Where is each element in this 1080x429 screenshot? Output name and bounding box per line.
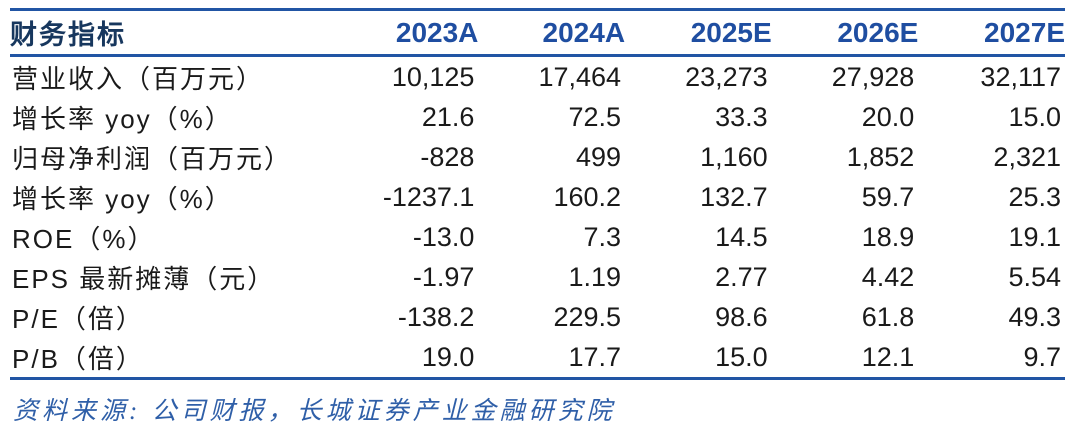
metric-value: 33.3: [715, 101, 768, 132]
metric-label: 增长率 yoy（%）: [12, 183, 233, 214]
metric-value: 12.1: [861, 341, 915, 372]
financial-metrics-table: 财务指标 2023A 2024A 2025E 2026E 2027E 营业收入（百万元）…: [10, 8, 1065, 380]
metric-value: -828: [420, 141, 475, 172]
table-row: ROE（%） -13.0 7.3 14.5 18.9 19.1: [10, 217, 1065, 257]
metric-value: 98.6: [715, 301, 768, 332]
metric-value: 18.9: [861, 221, 915, 252]
source-note: 资料来源: 公司财报，长城证券产业金融研究院: [13, 398, 616, 425]
metric-value: 27,928: [831, 61, 915, 92]
header-row: 财务指标 2023A 2024A 2025E 2026E 2027E: [10, 9, 1065, 57]
metric-value: 2,321: [993, 141, 1061, 172]
metric-value: 1.19: [568, 261, 622, 292]
metric-value: 23,273: [685, 61, 768, 92]
metric-value: 32,117: [980, 61, 1061, 92]
metric-value: -13.0: [412, 221, 475, 252]
metric-value: 17,464: [538, 61, 622, 92]
metric-value: 4.42: [861, 261, 915, 292]
metric-value: 19.0: [421, 341, 475, 372]
metric-label: 营业收入（百万元）: [12, 63, 265, 94]
metric-value: 19.1: [1008, 221, 1061, 252]
metric-value: -1237.1: [382, 181, 475, 212]
header-cell-year: 2023A: [331, 9, 479, 57]
metric-value: 25.3: [1008, 181, 1061, 212]
metric-value: 499: [575, 141, 622, 172]
metric-label: 归母净利润（百万元）: [12, 143, 293, 174]
metric-value: 20.0: [861, 101, 915, 132]
header-cell-year: 2026E: [771, 9, 919, 57]
table-row: P/E（倍） -138.2 229.5 98.6 61.8 49.3: [10, 297, 1065, 337]
metric-value: -1.97: [412, 261, 475, 292]
metric-value: 17.7: [568, 341, 622, 372]
metric-value: 132.7: [700, 181, 768, 212]
header-cell-metric-label: 财务指标: [10, 9, 332, 57]
table-row: 增长率 yoy（%） -1237.1 160.2 132.7 59.7 25.3: [10, 177, 1065, 217]
metric-label: P/B（倍）: [12, 343, 144, 374]
header-cell-year: 2024A: [478, 9, 626, 57]
table-row: EPS 最新摊薄（元） -1.97 1.19 2.77 4.42 5.54: [10, 257, 1065, 297]
metric-value: 15.0: [715, 341, 768, 372]
table-body: 营业收入（百万元） 10,125 17,464 23,273 27,928 32,117 增…: [10, 56, 1065, 379]
metric-value: 21.6: [421, 101, 475, 132]
metric-value: 49.3: [1008, 301, 1061, 332]
metric-value: 9.7: [1023, 341, 1061, 372]
metric-value: 1,160: [700, 141, 768, 172]
header-cell-year: 2025E: [625, 9, 772, 57]
metric-label: 增长率 yoy（%）: [12, 103, 233, 134]
metric-value: 7.3: [583, 221, 622, 252]
table-row: 营业收入（百万元） 10,125 17,464 23,273 27,928 32,117: [10, 56, 1065, 98]
metric-value: 14.5: [715, 221, 768, 252]
table-head: 财务指标 2023A 2024A 2025E 2026E 2027E: [10, 9, 1065, 57]
metric-value: 59.7: [861, 181, 915, 212]
metric-label: EPS 最新摊薄（元）: [12, 263, 276, 294]
metric-label: ROE（%）: [12, 223, 156, 254]
table-row: 归母净利润（百万元） -828 499 1,160 1,852 2,321: [10, 137, 1065, 177]
table-row: P/B（倍） 19.0 17.7 15.0 12.1 9.7: [10, 337, 1065, 379]
metric-value: 72.5: [568, 101, 622, 132]
metric-value: 229.5: [553, 301, 622, 332]
metric-value: 10,125: [391, 61, 475, 92]
table-row: 增长率 yoy（%） 21.6 72.5 33.3 20.0 15.0: [10, 97, 1065, 137]
metric-value: 5.54: [1008, 261, 1061, 292]
metric-value: 2.77: [715, 261, 768, 292]
metric-value: -138.2: [397, 301, 475, 332]
metric-value: 160.2: [553, 181, 622, 212]
header-cell-year: 2027E: [918, 9, 1065, 57]
metric-value: 61.8: [861, 301, 915, 332]
metric-value: 1,852: [846, 141, 915, 172]
metric-label: P/E（倍）: [12, 303, 144, 334]
metric-value: 15.0: [1008, 101, 1061, 132]
